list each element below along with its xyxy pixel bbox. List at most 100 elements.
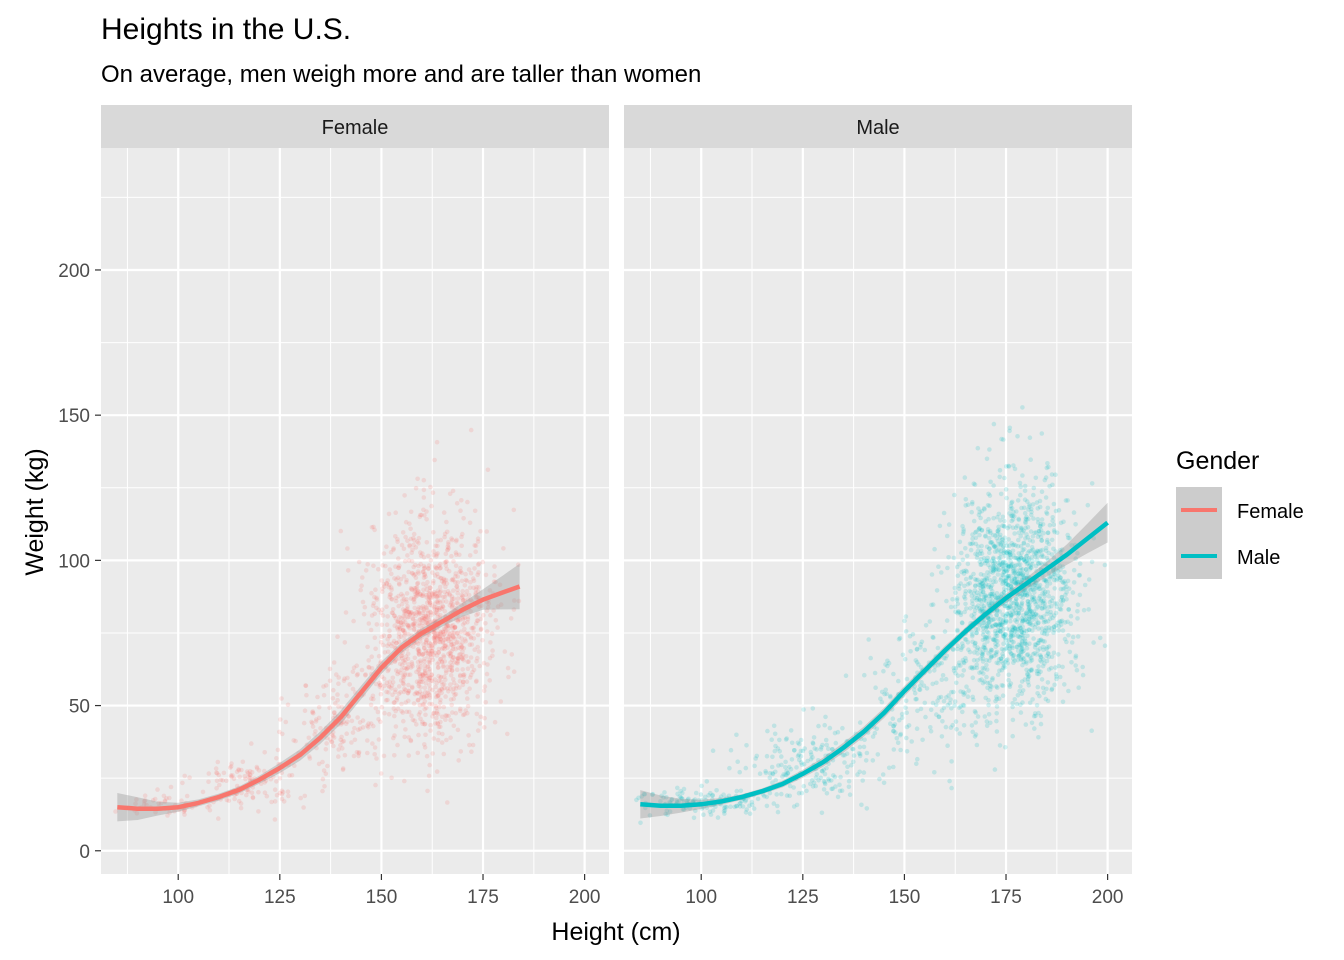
data-point [431, 710, 437, 716]
data-point [406, 558, 412, 563]
data-point [399, 709, 404, 714]
data-point [1046, 604, 1052, 610]
data-point [1074, 667, 1080, 673]
data-point [991, 515, 996, 521]
data-point [891, 671, 896, 677]
data-point [939, 677, 945, 682]
data-point [1042, 618, 1047, 623]
data-point [1008, 503, 1014, 509]
data-point [967, 580, 972, 586]
data-point [388, 591, 394, 597]
data-point [162, 799, 168, 804]
data-point [1003, 540, 1008, 545]
data-point [996, 567, 1002, 573]
data-point [881, 780, 887, 786]
data-point [443, 559, 449, 565]
data-point [449, 668, 455, 674]
data-point [439, 606, 445, 612]
data-point [1047, 522, 1053, 528]
data-point [1017, 606, 1023, 611]
data-point [345, 568, 351, 573]
data-point [1009, 643, 1015, 649]
data-point [1053, 623, 1059, 628]
data-point [1029, 586, 1035, 592]
data-point [945, 702, 951, 708]
data-point [386, 584, 392, 590]
data-point [446, 638, 451, 644]
data-point [445, 589, 451, 594]
data-point [1039, 554, 1044, 559]
data-point [1039, 538, 1045, 543]
data-point [1049, 654, 1055, 660]
data-point [426, 643, 432, 648]
data-point [424, 637, 430, 643]
data-point [442, 578, 447, 583]
data-point [1060, 699, 1066, 705]
data-point [415, 581, 420, 587]
data-point [991, 592, 997, 597]
data-point [446, 545, 452, 551]
data-point [983, 533, 988, 539]
data-point [797, 757, 802, 763]
data-point [421, 495, 427, 500]
data-point [441, 626, 447, 632]
data-point [418, 561, 424, 567]
data-point [763, 770, 769, 776]
data-point [436, 639, 442, 644]
data-point [888, 694, 893, 700]
data-point [837, 788, 843, 794]
data-point [1027, 700, 1033, 706]
data-point [1009, 630, 1014, 636]
data-point [1008, 614, 1014, 620]
data-point [1029, 512, 1034, 518]
data-point [1018, 554, 1023, 559]
data-point [847, 792, 853, 797]
data-point [216, 816, 221, 821]
data-point [684, 798, 689, 804]
data-point [1010, 653, 1016, 658]
data-point [982, 577, 988, 582]
data-point [376, 653, 382, 659]
data-point [401, 658, 406, 663]
data-point [366, 664, 371, 670]
data-point [957, 539, 963, 545]
data-point [423, 614, 429, 619]
data-point [1085, 502, 1091, 508]
data-point [232, 796, 237, 802]
data-point [1039, 517, 1045, 522]
data-point [1018, 710, 1024, 715]
data-point [1045, 505, 1051, 511]
data-point [457, 685, 462, 690]
data-point [1054, 604, 1060, 610]
data-point [979, 528, 985, 533]
data-point [423, 648, 429, 654]
data-point [387, 592, 393, 597]
data-point [437, 615, 443, 620]
data-point [434, 715, 439, 721]
data-point [412, 589, 417, 594]
data-point [1008, 650, 1014, 656]
data-point [831, 773, 836, 778]
data-point [932, 770, 937, 775]
data-point [440, 604, 446, 610]
data-point [963, 497, 969, 502]
data-point [371, 723, 376, 729]
data-point [373, 705, 379, 711]
data-point [442, 560, 448, 565]
data-point [951, 689, 956, 695]
data-point [442, 534, 447, 540]
data-point [997, 743, 1003, 748]
data-point [488, 640, 493, 645]
data-point [359, 667, 365, 673]
data-point [1075, 616, 1080, 621]
data-point [1024, 592, 1030, 598]
data-point [1044, 510, 1049, 515]
data-point [821, 767, 827, 772]
data-point [441, 632, 447, 637]
data-point [996, 511, 1002, 517]
data-point [429, 648, 434, 654]
data-point [458, 565, 463, 571]
data-point [1023, 519, 1028, 525]
data-point [978, 548, 984, 554]
data-point [868, 655, 873, 661]
